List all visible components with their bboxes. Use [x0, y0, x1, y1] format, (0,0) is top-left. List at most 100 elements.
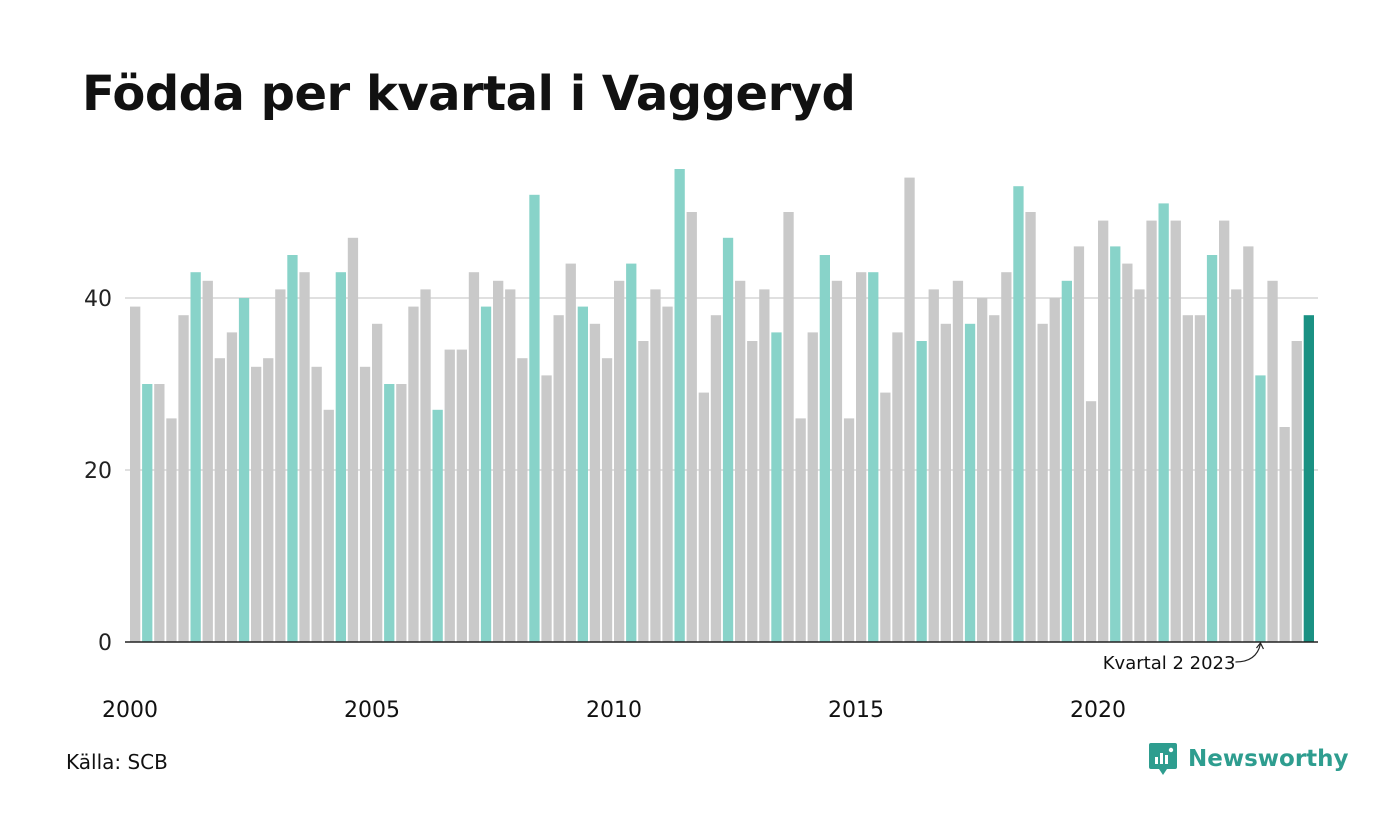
bar-2009-Q1 — [565, 263, 576, 642]
x-tick-label-2000: 2000 — [102, 698, 158, 723]
annotation-arrowhead — [1255, 641, 1264, 650]
bar-2014-Q1 — [807, 332, 818, 642]
bar-2006-Q3 — [444, 349, 455, 642]
bar-2008-Q1 — [517, 358, 528, 642]
bar-2017-Q4 — [989, 315, 1000, 642]
bar-2016-Q2 — [916, 341, 927, 642]
bar-2023-Q2 — [1255, 375, 1266, 642]
bar-2023-Q3 — [1267, 280, 1278, 642]
bar-2004-Q4 — [359, 366, 371, 642]
bar-2011-Q3 — [686, 212, 697, 642]
bar-2011-Q1 — [662, 306, 673, 642]
bar-2011-Q4 — [698, 392, 709, 642]
bar-2021-Q4 — [1182, 315, 1193, 642]
bar-2002-Q4 — [263, 358, 274, 642]
bar-2007-Q3 — [493, 280, 504, 642]
bar-2013-Q3 — [783, 212, 794, 642]
bar-2022-Q1 — [1194, 315, 1206, 642]
bar-2005-Q4 — [408, 306, 419, 642]
bar-2020-Q4 — [1134, 289, 1145, 642]
bar-2020-Q1 — [1098, 220, 1109, 642]
bar-2005-Q2 — [384, 384, 395, 642]
bar-2020-Q2 — [1110, 246, 1121, 642]
bar-2024-Q1 — [1291, 341, 1302, 642]
bar-2015-Q1 — [856, 272, 867, 642]
bar-2024-Q2 — [1303, 315, 1314, 642]
bar-2009-Q4 — [601, 358, 613, 642]
bar-2010-Q4 — [650, 289, 661, 642]
bar-2018-Q1 — [1001, 272, 1012, 642]
annotation-arrow — [1235, 643, 1262, 663]
bar-2008-Q2 — [529, 194, 540, 643]
bar-2007-Q1 — [468, 272, 480, 642]
bar-2003-Q4 — [311, 366, 322, 642]
bar-2017-Q2 — [964, 323, 976, 642]
bar-2003-Q1 — [275, 289, 286, 642]
brand-name: Newsworthy — [1188, 746, 1349, 772]
bar-2011-Q2 — [674, 169, 685, 642]
bar-2017-Q3 — [977, 298, 988, 642]
x-tick-label-2010: 2010 — [586, 698, 642, 723]
bar-2002-Q3 — [251, 366, 262, 642]
bar-2014-Q3 — [831, 280, 843, 642]
bar-2019-Q3 — [1073, 246, 1085, 642]
bar-2007-Q4 — [505, 289, 516, 642]
bar-2023-Q1 — [1243, 246, 1254, 642]
bar-2012-Q4 — [747, 341, 758, 642]
bar-2023-Q4 — [1279, 427, 1290, 642]
bar-2000-Q2 — [142, 384, 153, 642]
bar-2004-Q3 — [347, 237, 359, 643]
bar-2001-Q4 — [214, 358, 225, 642]
y-tick-label-40: 40 — [84, 287, 112, 312]
bar-2005-Q3 — [396, 384, 407, 642]
bar-2002-Q2 — [238, 298, 250, 642]
source-note: Källa: SCB — [66, 750, 168, 774]
newsworthy-logo: Newsworthy — [1148, 742, 1349, 776]
bar-2004-Q2 — [335, 272, 346, 642]
bar-2016-Q1 — [904, 177, 915, 642]
bar-2018-Q4 — [1037, 323, 1048, 642]
x-tick-label-2015: 2015 — [828, 698, 884, 723]
bar-2001-Q3 — [202, 280, 213, 642]
bar-2012-Q1 — [710, 315, 722, 642]
bar-2015-Q3 — [880, 392, 891, 642]
bar-2017-Q1 — [952, 280, 964, 642]
y-tick-label-20: 20 — [84, 459, 112, 484]
x-tick-label-2005: 2005 — [344, 698, 400, 723]
bar-2006-Q2 — [432, 409, 443, 642]
bar-2020-Q3 — [1122, 263, 1133, 642]
bar-2021-Q3 — [1170, 220, 1181, 642]
bar-2021-Q1 — [1146, 220, 1157, 642]
y-tick-label-0: 0 — [98, 631, 112, 656]
bar-2014-Q4 — [843, 418, 855, 642]
bar-2014-Q2 — [819, 255, 830, 642]
bar-2021-Q2 — [1158, 203, 1169, 642]
annotation-label: Kvartal 2 2023 — [1103, 653, 1236, 674]
bar-2016-Q3 — [928, 289, 939, 642]
bar-2012-Q3 — [735, 280, 746, 642]
bar-2002-Q1 — [226, 332, 238, 642]
bar-chart: 0 20 40 2000 2005 2010 2015 2020 Kvartal 2 2023 — [84, 169, 1318, 723]
bar-2013-Q4 — [795, 418, 806, 642]
bar-2022-Q3 — [1219, 220, 1230, 642]
bar-2019-Q2 — [1061, 280, 1072, 642]
bar-2009-Q3 — [589, 323, 601, 642]
bar-2009-Q2 — [577, 306, 588, 642]
bar-2001-Q1 — [178, 315, 189, 642]
bar-2008-Q4 — [553, 315, 564, 642]
bar-2018-Q3 — [1025, 212, 1036, 642]
bar-2019-Q4 — [1085, 401, 1097, 642]
newsworthy-logo-icon — [1149, 743, 1177, 775]
bar-2000-Q3 — [154, 384, 165, 642]
bar-2003-Q3 — [299, 272, 310, 642]
bar-2015-Q2 — [868, 272, 879, 642]
bar-2003-Q2 — [287, 255, 298, 642]
bar-2016-Q4 — [940, 323, 951, 642]
bar-2006-Q4 — [456, 349, 467, 642]
bar-2001-Q2 — [190, 272, 201, 642]
bar-2015-Q4 — [892, 332, 903, 642]
bar-2022-Q2 — [1206, 255, 1218, 642]
bar-2018-Q2 — [1013, 186, 1024, 642]
bar-2005-Q1 — [372, 323, 383, 642]
bar-2010-Q3 — [638, 341, 649, 642]
